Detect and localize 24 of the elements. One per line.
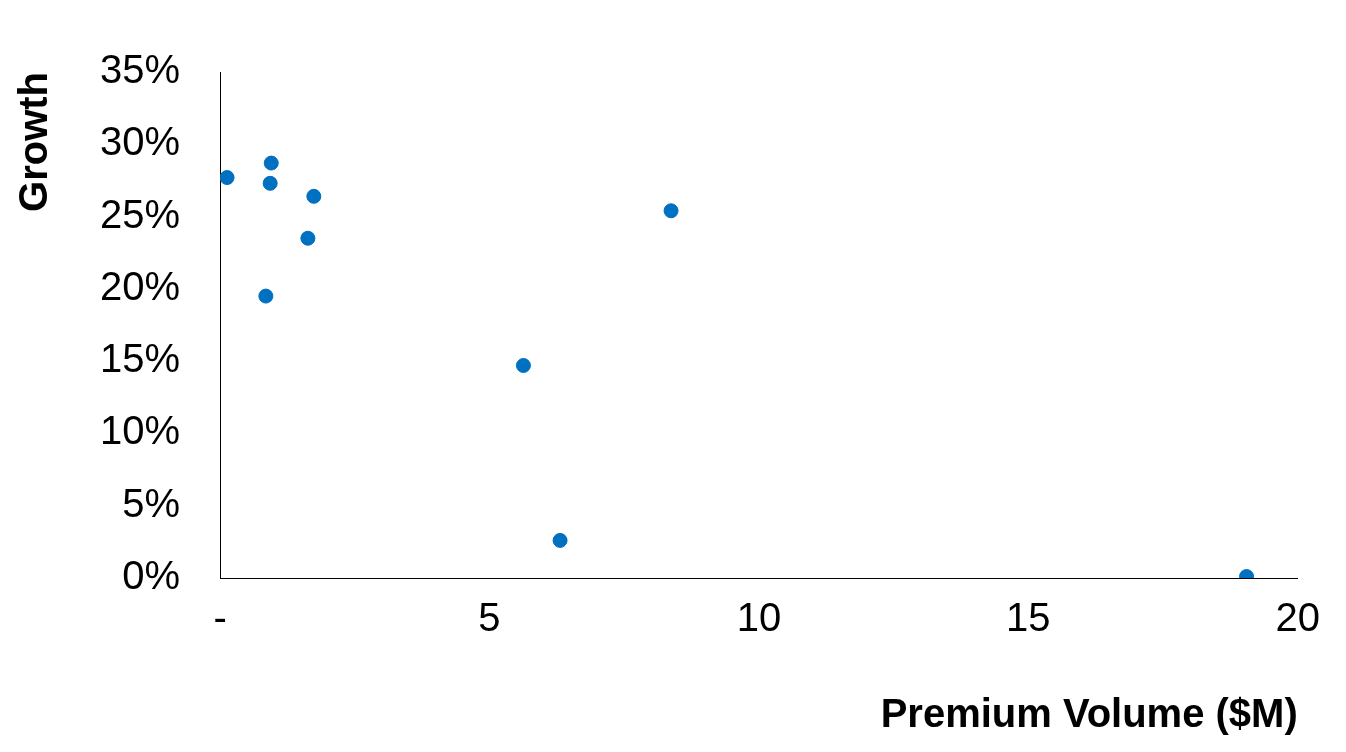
x-tick-label: 20 xyxy=(1275,595,1320,640)
y-tick-label: 0% xyxy=(122,553,181,598)
y-tick-label: 20% xyxy=(100,263,181,308)
point xyxy=(552,532,568,548)
y-tick-label: 35% xyxy=(100,47,181,92)
point xyxy=(515,357,531,373)
point xyxy=(258,288,274,304)
x-tick-label: 5 xyxy=(478,595,501,640)
x-axis-title: Premium Volume ($M) xyxy=(880,691,1298,736)
point xyxy=(663,203,679,219)
point xyxy=(300,230,316,246)
y-tick-label: 25% xyxy=(100,191,181,236)
x-tick-label: - xyxy=(213,595,227,640)
x-tick-label: 10 xyxy=(736,595,782,640)
point xyxy=(262,175,278,191)
y-tick-label: 30% xyxy=(100,119,181,164)
point xyxy=(220,170,235,186)
y-tick-label: 15% xyxy=(100,336,181,381)
y-axis-title: Growth xyxy=(11,72,56,212)
x-tick-label: 15 xyxy=(1006,595,1051,640)
y-tick-label: 10% xyxy=(100,408,181,453)
point xyxy=(306,188,322,204)
point xyxy=(263,155,279,171)
y-tick-label: 5% xyxy=(122,480,181,525)
